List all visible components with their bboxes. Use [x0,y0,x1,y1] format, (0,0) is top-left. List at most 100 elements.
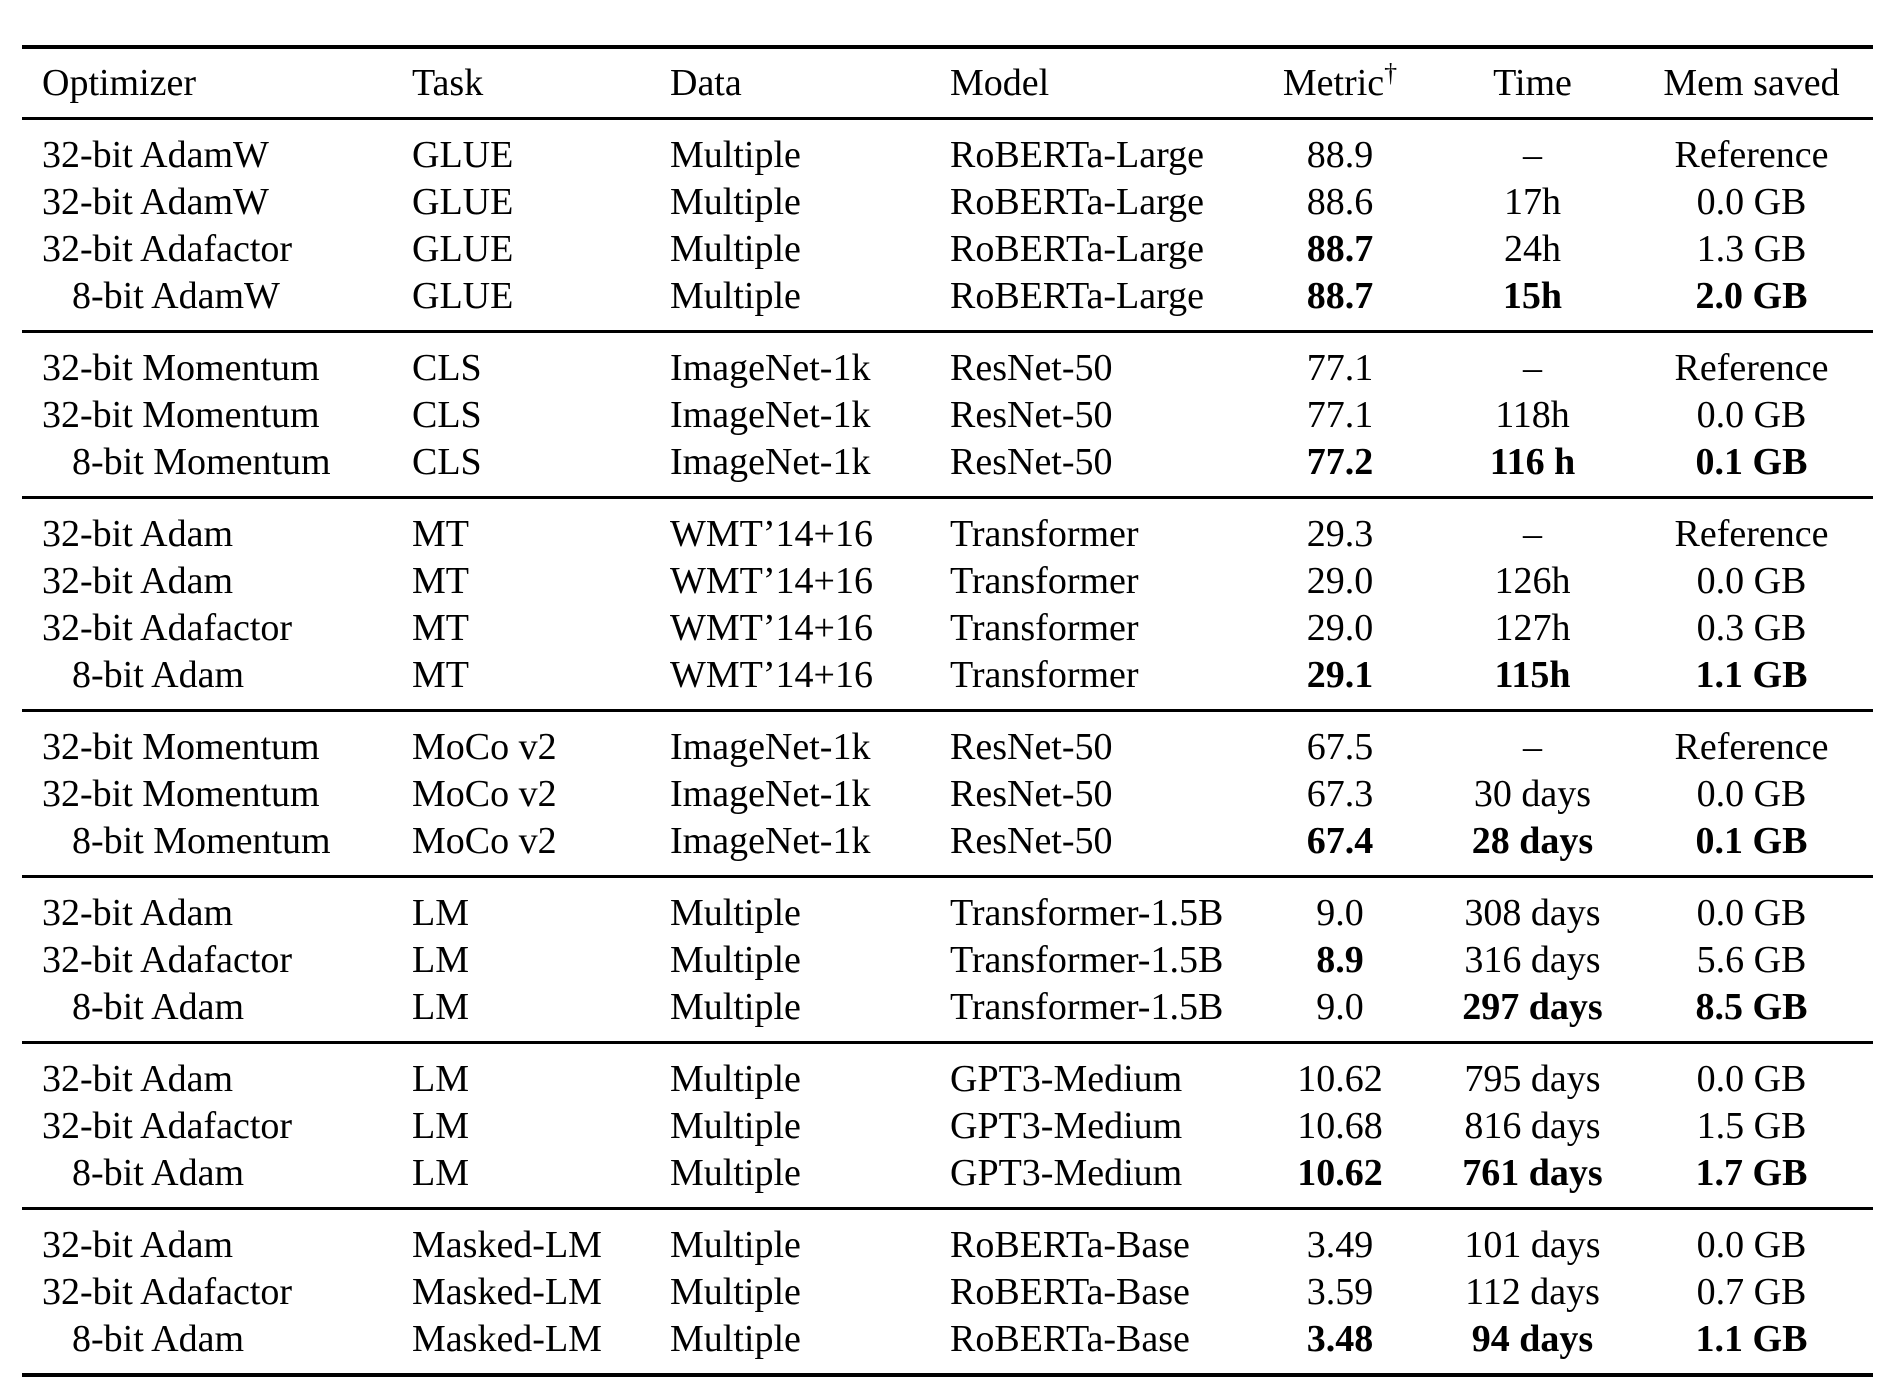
cell-mem: 0.1 GB [1695,819,1808,862]
cell-metric: 29.1 [1306,653,1374,696]
cell-metric: 77.1 [1306,393,1374,436]
cell-optimizer: 32-bit Momentum [42,393,320,436]
column-header-metric: Metric† [1245,47,1435,119]
table-group: 32-bit Adam Masked-LM Multiple RoBERTa-Base… [22,1208,1873,1376]
column-header-data: Data [650,47,930,119]
table-row: 32-bit Momentum CLS ImageNet-1k ResNet-50 77… [22,391,1873,438]
cell-metric: 29.0 [1306,559,1374,602]
column-header-task: Task [392,47,650,119]
cell-task: LM [412,1057,469,1100]
cell-data: Multiple [670,938,801,981]
cell-data: Multiple [670,1317,801,1360]
cell-task: MT [412,559,469,602]
cell-data: Multiple [670,1151,801,1194]
cell-optimizer: 8-bit Adam [72,1151,245,1194]
cell-metric: 77.2 [1306,440,1374,483]
cell-data: ImageNet-1k [670,393,871,436]
table-group: 32-bit Adam LM Multiple GPT3-Medium 10.62 795… [22,1042,1873,1209]
cell-mem: Reference [1674,512,1829,555]
cell-model: Transformer [950,606,1139,649]
cell-mem: 0.0 GB [1696,1223,1807,1266]
cell-mem: 0.7 GB [1696,1270,1807,1313]
cell-task: LM [412,1104,469,1147]
cell-metric: 88.6 [1306,180,1374,223]
cell-data: Multiple [670,1104,801,1147]
cell-metric: 3.59 [1306,1270,1374,1313]
table-row: 32-bit Momentum MoCo v2 ImageNet-1k ResNet-… [22,711,1873,771]
cell-metric: 3.49 [1306,1223,1374,1266]
cell-model: Transformer [950,512,1139,555]
cell-metric: 9.0 [1316,891,1364,934]
cell-time: 115h [1494,653,1571,696]
table-row: 32-bit Adafactor GLUE Multiple RoBERTa-Larg… [22,225,1873,272]
cell-model: Transformer-1.5B [950,938,1224,981]
column-header-label: Task [412,62,484,104]
cell-task: MT [412,653,469,696]
column-header-label: Optimizer [42,62,197,104]
cell-data: WMT’14+16 [670,653,873,696]
cell-time: 816 days [1464,1104,1601,1147]
cell-data: Multiple [670,1270,801,1313]
cell-task: MoCo v2 [412,819,557,862]
cell-time: 15h [1502,274,1563,317]
cell-mem: 0.1 GB [1695,440,1808,483]
cell-time: – [1523,512,1542,555]
cell-time: 112 days [1465,1270,1600,1313]
cell-optimizer: 8-bit Adam [72,653,245,696]
cell-task: CLS [412,393,482,436]
cell-task: LM [412,891,469,934]
cell-metric: 29.0 [1306,606,1374,649]
cell-mem: 0.3 GB [1696,606,1807,649]
cell-metric: 8.9 [1316,938,1364,981]
cell-model: RoBERTa-Base [950,1223,1190,1266]
cell-time: 116 h [1489,440,1576,483]
cell-task: LM [412,1151,469,1194]
table-group: 32-bit Momentum MoCo v2 ImageNet-1k ResNet-… [22,710,1873,877]
cell-task: Masked-LM [412,1223,602,1266]
cell-mem: 0.0 GB [1696,891,1807,934]
table-row: 32-bit Adafactor Masked-LM Multiple RoBERTa… [22,1268,1873,1315]
table-group: 32-bit Momentum CLS ImageNet-1k ResNet-50 77… [22,331,1873,498]
cell-task: Masked-LM [412,1270,602,1313]
cell-metric: 77.1 [1306,346,1374,389]
cell-data: Multiple [670,985,801,1028]
cell-task: LM [412,938,469,981]
cell-time: 94 days [1471,1317,1594,1360]
cell-time: – [1523,133,1542,176]
cell-model: Transformer [950,653,1139,696]
cell-task: MT [412,512,469,555]
cell-task: CLS [412,440,482,483]
cell-metric: 10.62 [1297,1057,1383,1100]
cell-model: Transformer-1.5B [950,891,1224,934]
cell-mem: Reference [1674,133,1829,176]
table-row: 8-bit Momentum MoCo v2 ImageNet-1k ResNet-5… [22,817,1873,877]
cell-mem: 5.6 GB [1696,938,1807,981]
cell-task: Masked-LM [412,1317,602,1360]
cell-optimizer: 8-bit Momentum [72,440,331,483]
cell-time: 795 days [1464,1057,1601,1100]
table-row: 32-bit Adam MT WMT’14+16 Transformer 29.3 – Re… [22,498,1873,558]
table-row: 8-bit Adam MT WMT’14+16 Transformer 29.1 115h… [22,651,1873,711]
cell-metric: 9.0 [1316,985,1364,1028]
cell-metric: 88.9 [1306,133,1374,176]
cell-optimizer: 32-bit Adafactor [42,1104,293,1147]
table-header: Optimizer Task Data Model Metric† Time Mem sav… [22,47,1873,119]
cell-time: 126h [1494,559,1571,602]
cell-optimizer: 32-bit Adam [42,1057,234,1100]
cell-mem: 0.0 GB [1696,559,1807,602]
table-row: 8-bit Adam LM Multiple GPT3-Medium 10.62 761 … [22,1149,1873,1209]
cell-data: ImageNet-1k [670,346,871,389]
cell-mem: 1.7 GB [1695,1151,1808,1194]
cell-mem: Reference [1674,346,1829,389]
cell-metric: 67.5 [1306,725,1374,768]
cell-task: LM [412,985,469,1028]
table-row: 32-bit AdamW GLUE Multiple RoBERTa-Large 88.… [22,178,1873,225]
cell-mem: 0.0 GB [1696,180,1807,223]
cell-optimizer: 32-bit Adafactor [42,606,293,649]
cell-mem: 1.1 GB [1695,1317,1808,1360]
cell-metric: 67.4 [1306,819,1374,862]
cell-data: WMT’14+16 [670,512,873,555]
table-group: 32-bit AdamW GLUE Multiple RoBERTa-Large 88.… [22,118,1873,332]
cell-time: 297 days [1462,985,1603,1028]
